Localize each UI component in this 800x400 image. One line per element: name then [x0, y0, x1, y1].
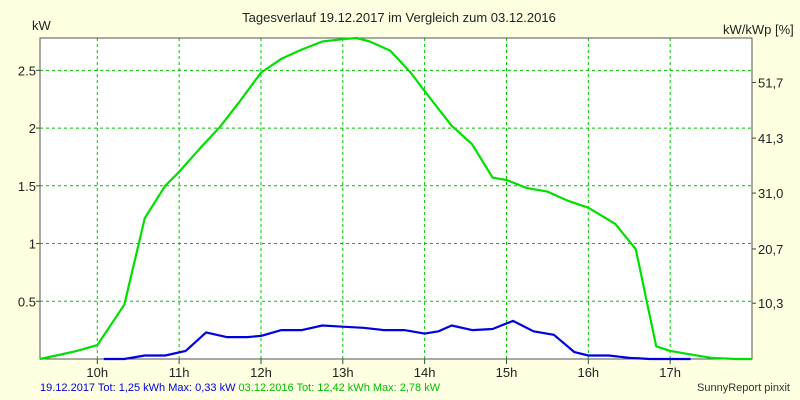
series-line-19122017: [103, 319, 691, 361]
y2-tick-label: 31,0: [758, 186, 783, 201]
y-tick-label: 2.5: [18, 63, 36, 78]
x-tick-label: 16h: [577, 365, 599, 380]
x-tick-label: 10h: [86, 365, 108, 380]
plot-frame: [39, 37, 753, 360]
x-tick-label: 17h: [659, 365, 681, 380]
x-tick-label: 11h: [169, 365, 190, 380]
y-tick-label: 2: [29, 121, 36, 136]
plot-area: [40, 38, 752, 359]
series-line-03122016: [39, 36, 752, 361]
right-axis-unit: kW/kWp [%]: [723, 22, 794, 37]
x-tick-label: 14h: [414, 365, 436, 380]
y-tick-label: 1.5: [18, 179, 36, 194]
y2-tick-label: 41,3: [758, 131, 783, 146]
x-tick-label: 12h: [250, 365, 272, 380]
x-tick-label: 13h: [332, 365, 354, 380]
footer-blue-text: 19.12.2017 Tot: 1,25 kWh Max: 0,33 kW: [40, 382, 236, 394]
y2-tick-label: 51,7: [758, 75, 783, 90]
y-tick-label: 0.5: [18, 294, 36, 309]
chart-title: Tagesverlauf 19.12.2017 im Vergleich zum…: [242, 10, 556, 25]
footer-green-text: 03.12.2016 Tot: 12,42 kWh Max: 2,78 kW: [238, 382, 441, 394]
footer-today-stats: 19.12.2017 Tot: 1,25 kWh Max: 0,33 kW 03…: [40, 382, 440, 394]
x-tick-label: 15h: [496, 365, 518, 380]
left-axis-unit: kW: [32, 18, 52, 33]
y2-tick-label: 10,3: [758, 296, 783, 311]
footer-credit: SunnyReport pinxit: [697, 382, 790, 394]
y2-tick-label: 20,7: [758, 242, 783, 257]
y-tick-label: 1: [29, 237, 36, 252]
